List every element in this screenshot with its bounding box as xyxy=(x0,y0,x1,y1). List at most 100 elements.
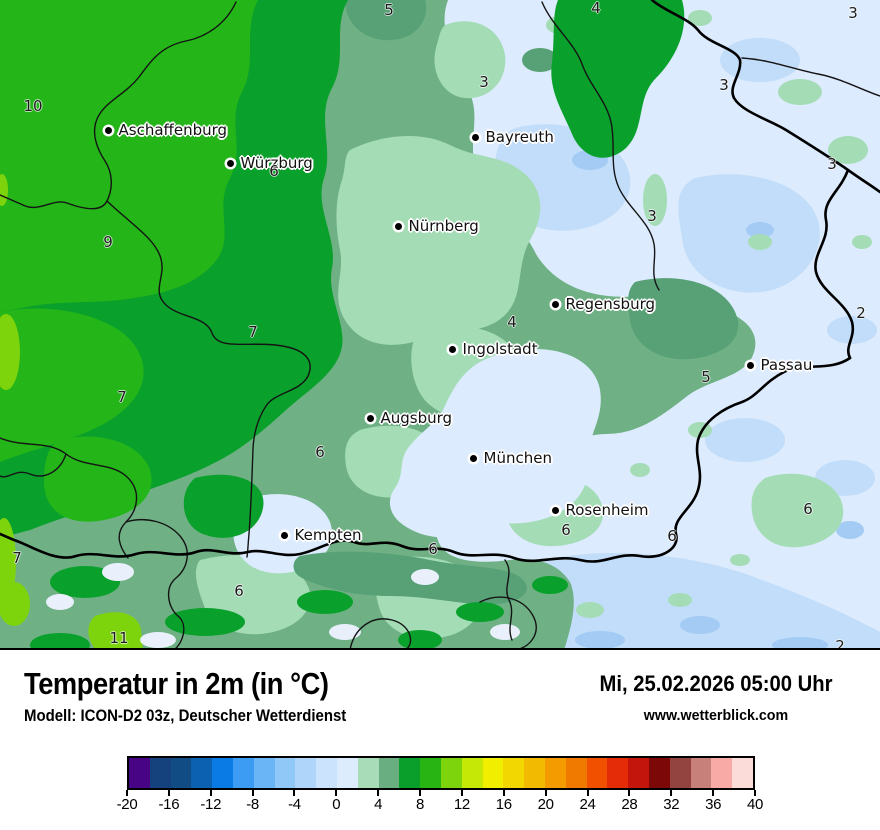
city-marker-mnchen: München xyxy=(469,449,552,467)
footer: Temperatur in 2m (in °C) Modell: ICON-D2… xyxy=(0,650,880,830)
temperature-value-label: 7 xyxy=(248,323,258,341)
city-label: Augsburg xyxy=(380,409,453,427)
tick-label: -12 xyxy=(200,796,222,813)
weather-map: Aschaffenburg Würzburg Bayreuth Nürnberg Reg… xyxy=(0,0,880,650)
temperature-value-label: 3 xyxy=(647,207,657,225)
tick-label: 0 xyxy=(332,796,341,813)
temperature-value-label: 7 xyxy=(12,549,22,567)
city-dot-icon xyxy=(394,222,402,230)
city-marker-wrzburg: Würzburg xyxy=(226,154,313,172)
tick-label: 24 xyxy=(579,796,596,813)
colorbar-segment xyxy=(586,758,608,788)
colorbar-segment xyxy=(544,758,566,788)
city-dot-icon xyxy=(471,133,479,141)
temperature-value-label: 6 xyxy=(667,527,677,545)
tick-mark xyxy=(628,790,631,796)
city-label: München xyxy=(483,449,552,467)
temperature-value-label: 3 xyxy=(827,155,837,173)
colorbar-segment xyxy=(461,758,483,788)
city-label: Ingolstadt xyxy=(462,340,538,358)
colorbar-segment xyxy=(232,758,254,788)
city-label: Nürnberg xyxy=(408,217,479,235)
colorbar-segment xyxy=(129,758,150,788)
tick-label: 36 xyxy=(705,796,722,813)
colorbar-segment xyxy=(170,758,192,788)
colorbar-segment xyxy=(669,758,691,788)
city-dot-icon xyxy=(551,506,559,514)
temperature-value-label: 3 xyxy=(719,76,729,94)
colorbar-segment xyxy=(316,758,337,788)
tick-mark xyxy=(209,790,212,796)
colorbar-segment xyxy=(607,758,629,788)
field-dark-sage-patches xyxy=(293,0,739,605)
city-marker-nrnberg: Nürnberg xyxy=(394,217,479,235)
colorbar-segment xyxy=(274,758,296,788)
city-marker-ingolstadt: Ingolstadt xyxy=(448,340,538,358)
temperature-value-label: 2 xyxy=(835,637,845,650)
tick-label: 8 xyxy=(416,796,425,813)
country-borders xyxy=(0,0,880,563)
page-title: Temperatur in 2m (in °C) xyxy=(24,666,329,701)
city-dot-icon xyxy=(280,531,288,539)
tick-mark xyxy=(377,790,380,796)
field-alps-pale-spots xyxy=(46,563,520,648)
tick-mark xyxy=(502,790,505,796)
city-label: Würzburg xyxy=(240,154,313,172)
website-url: www.wetterblick.com xyxy=(643,707,789,724)
temperature-value-label: 5 xyxy=(384,1,394,19)
tick-label: 4 xyxy=(374,796,383,813)
temperature-value-label: 10 xyxy=(23,97,43,115)
city-dot-icon xyxy=(366,414,374,422)
colorbar-segment xyxy=(336,758,358,788)
tick-mark xyxy=(712,790,715,796)
colorbar-segment xyxy=(253,758,275,788)
city-marker-regensburg: Regensburg xyxy=(551,295,656,313)
temperature-value-label: 4 xyxy=(591,0,601,17)
city-marker-aschaffenburg: Aschaffenburg xyxy=(104,121,228,139)
colorbar-segment xyxy=(690,758,712,788)
field-medium-blue-spots xyxy=(572,150,864,648)
city-dot-icon xyxy=(469,454,477,462)
temperature-value-label: 2 xyxy=(856,304,866,322)
city-dot-icon xyxy=(551,300,559,308)
value-label-layer: 5 4 3 3 3 10 3 6 3 9 2 4 7 5 7 6 6 6 6 6 7 6 11 2 xyxy=(12,0,866,650)
city-marker-augsburg: Augsburg xyxy=(366,409,453,427)
colorbar-segment xyxy=(149,758,171,788)
temperature-value-label: 3 xyxy=(848,4,858,22)
forecast-datetime: Mi, 25.02.2026 05:00 Uhr xyxy=(599,671,833,696)
city-label: Regensburg xyxy=(565,295,656,313)
model-info: Modell: ICON-D2 03z, Deutscher Wetterdie… xyxy=(24,706,347,725)
colorbar-segment xyxy=(420,758,441,788)
temperature-value-label: 6 xyxy=(315,443,325,461)
state-borders xyxy=(0,1,880,648)
city-marker-kempten: Kempten xyxy=(280,526,362,544)
tick-mark xyxy=(586,790,589,796)
colorbar-segment xyxy=(399,758,421,788)
colorbar-segments xyxy=(127,756,755,790)
city-dot-icon xyxy=(226,159,234,167)
temperature-value-label: 11 xyxy=(109,629,129,647)
tick-mark xyxy=(251,790,254,796)
colorbar-segment xyxy=(357,758,379,788)
city-label: Rosenheim xyxy=(565,501,649,519)
colorbar-segment xyxy=(440,758,462,788)
colorbar-segment xyxy=(482,758,504,788)
temperature-value-label: 3 xyxy=(479,73,489,91)
tick-mark xyxy=(167,790,170,796)
colorbar-segment xyxy=(191,758,213,788)
colorbar-segment xyxy=(212,758,233,788)
temperature-value-label: 6 xyxy=(803,500,813,518)
colorbar-segment xyxy=(503,758,525,788)
tick-mark xyxy=(670,790,673,796)
colorbar-segment xyxy=(524,758,545,788)
temperature-value-label: 5 xyxy=(701,368,711,386)
tick-mark xyxy=(419,790,422,796)
colorbar-segment xyxy=(628,758,649,788)
colorbar-segment xyxy=(648,758,670,788)
tick-label: 16 xyxy=(495,796,512,813)
city-label: Aschaffenburg xyxy=(118,121,228,139)
temperature-value-label: 6 xyxy=(428,540,438,558)
city-marker-passau: Passau xyxy=(746,356,812,374)
colorbar-segment xyxy=(732,758,753,788)
city-dot-icon xyxy=(448,345,456,353)
